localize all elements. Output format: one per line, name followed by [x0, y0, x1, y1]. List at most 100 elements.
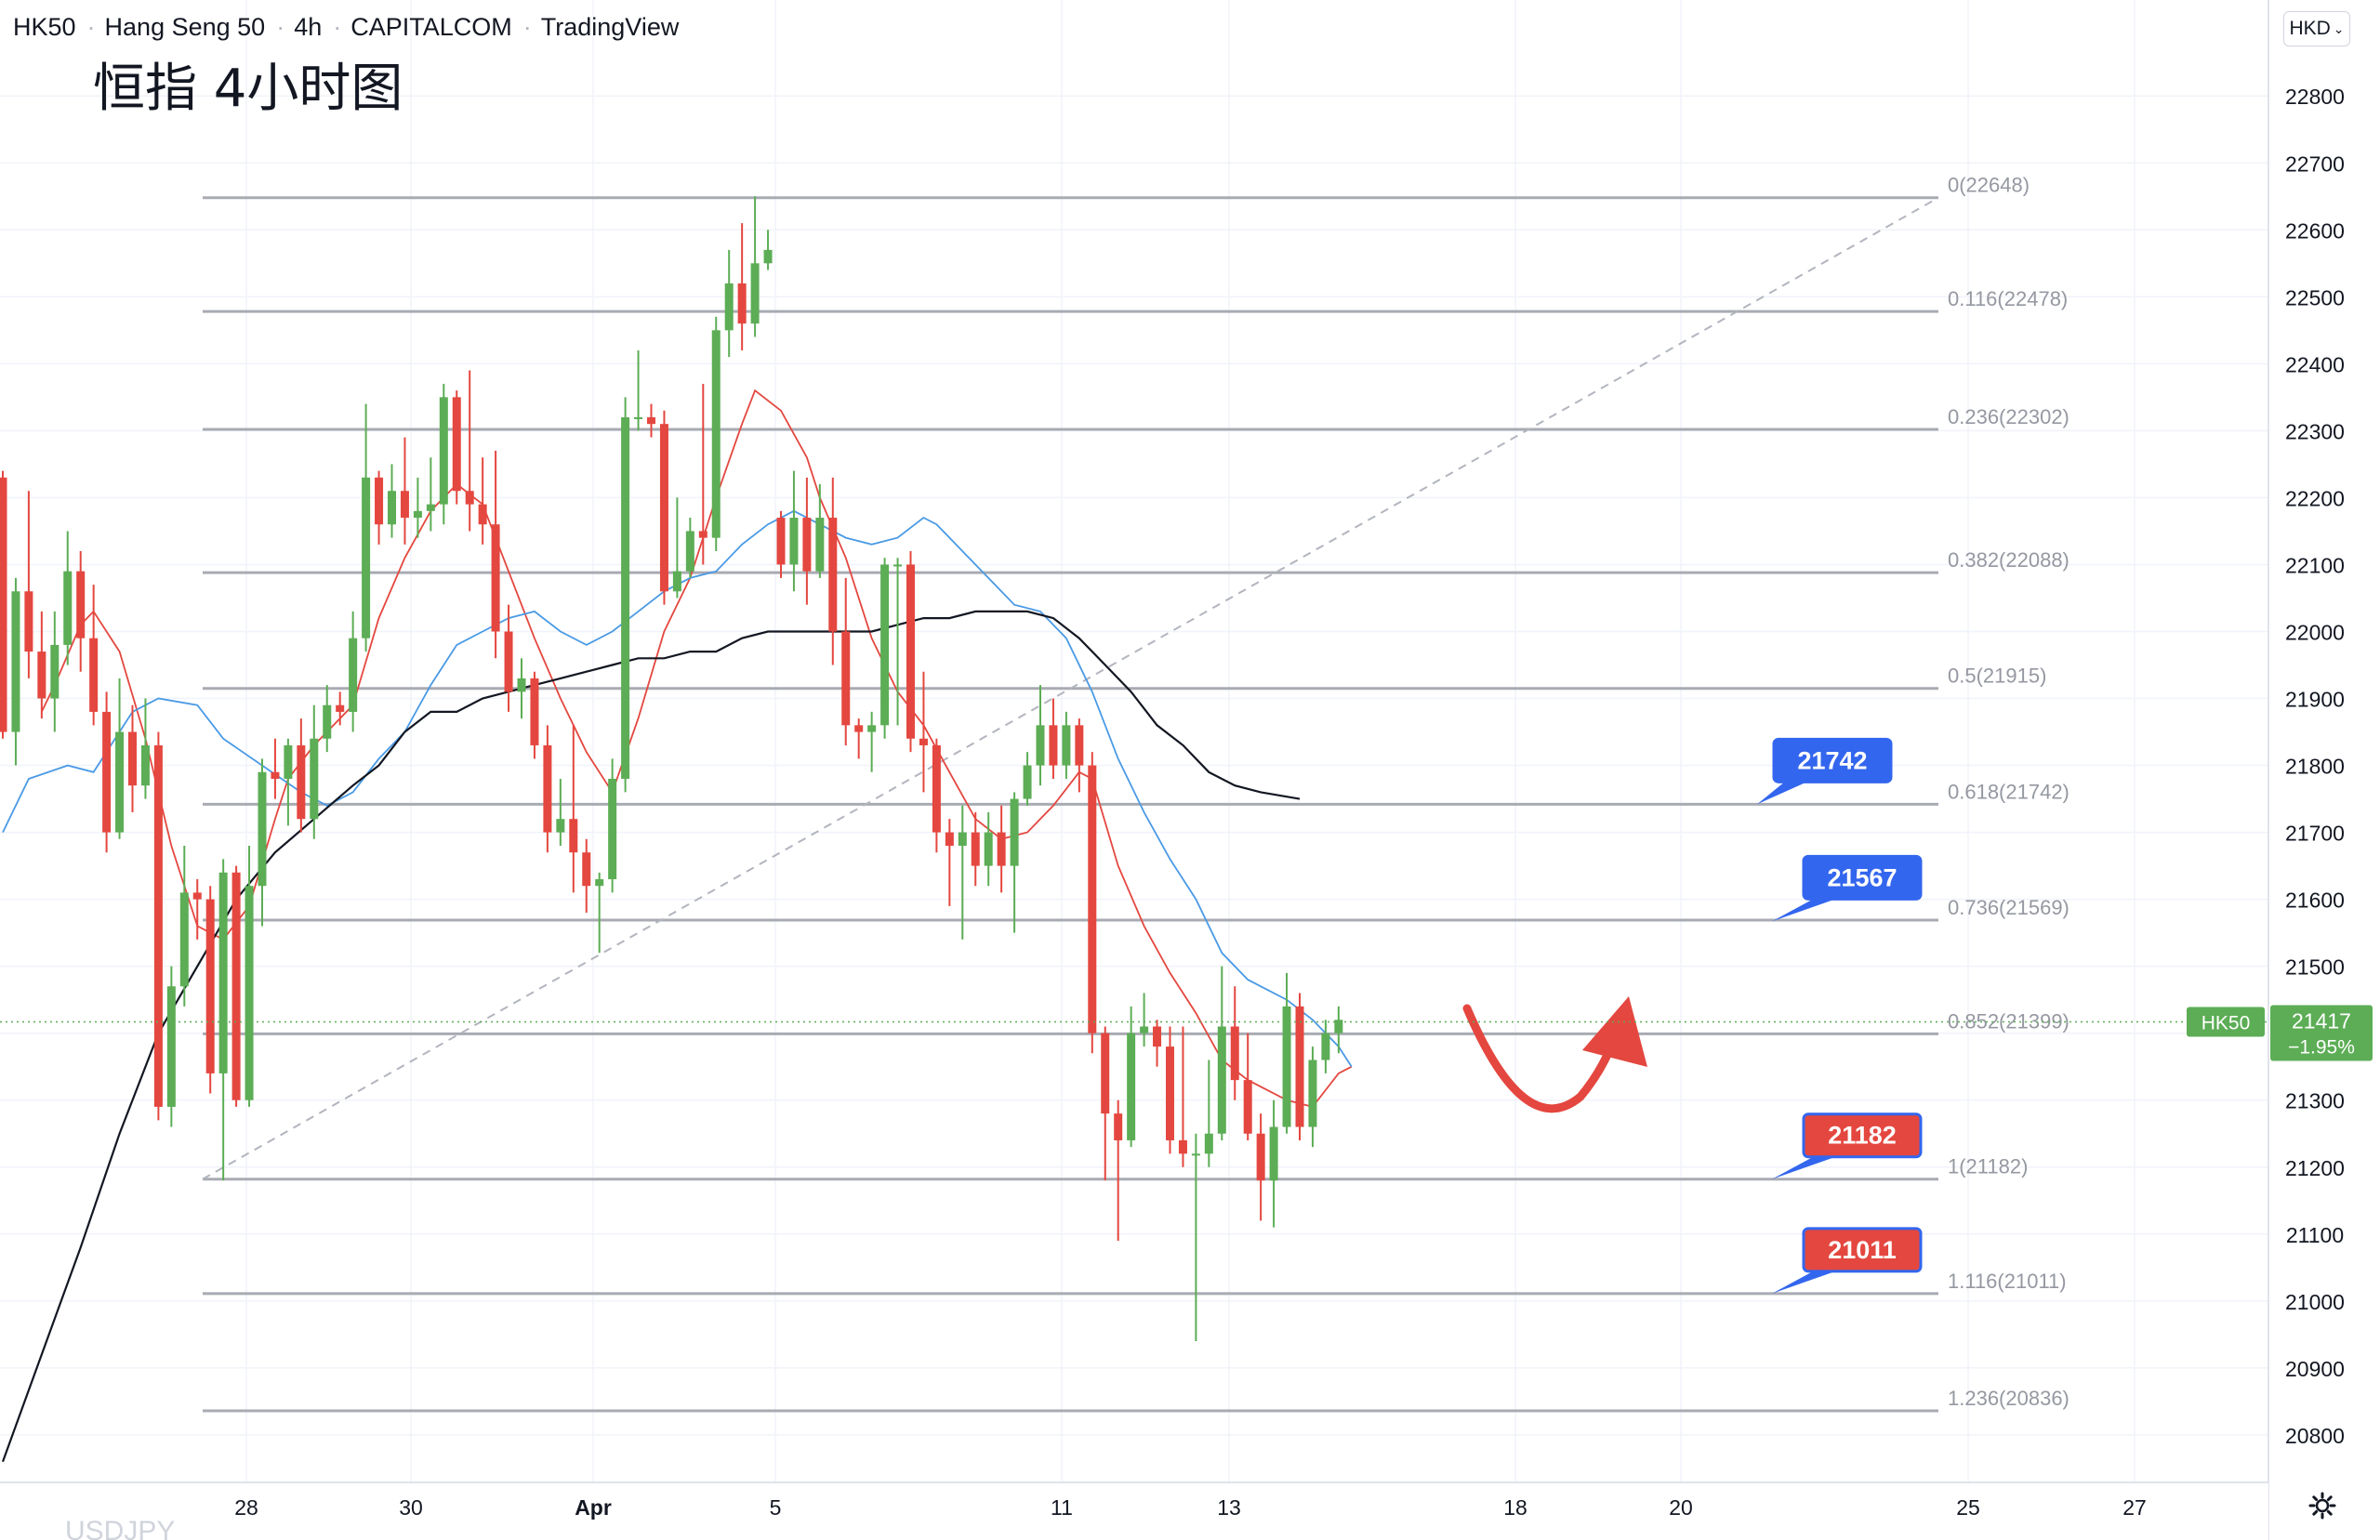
callout-21567[interactable]: 21567 — [1772, 854, 1923, 922]
candle — [893, 558, 903, 726]
fib-level-label: 0.236(22302) — [1948, 405, 2069, 428]
candle — [685, 518, 694, 578]
interval-label[interactable]: 4h — [294, 13, 323, 41]
candle-body — [945, 832, 954, 846]
candle-body — [76, 571, 86, 638]
price-axis[interactable]: 2080020900210002110021200213002140021500… — [2268, 0, 2380, 1540]
candle — [297, 718, 306, 833]
price-tick-label: 20800 — [2285, 1424, 2345, 1448]
candle-body — [50, 644, 60, 699]
candle — [556, 778, 565, 846]
callout-label: 21182 — [1828, 1122, 1897, 1150]
fibonacci-retracement[interactable]: 0(22648) 0.116(22478) 0.236(22302) 0.382(22… — [203, 174, 2069, 1413]
current-price-badge: HK50 21417 −1.95% — [0, 1005, 2373, 1061]
time-tick-label: 25 — [1956, 1495, 1980, 1520]
time-axis[interactable]: 28 30 Apr 5 11 13 18 20 25 27 USDJPY — [0, 1481, 2268, 1540]
callout-21011[interactable]: 21011 — [1772, 1227, 1923, 1294]
candle — [205, 886, 215, 1094]
candle — [698, 383, 707, 565]
candle — [582, 838, 591, 914]
candle-body — [919, 738, 928, 745]
candle — [1256, 1113, 1265, 1221]
candle-body — [815, 518, 825, 572]
candle-body — [1036, 725, 1045, 766]
price-tick-label: 21500 — [2285, 955, 2345, 980]
price-tick-label: 22800 — [2285, 85, 2345, 109]
fib-level-label: 0.736(21569) — [1948, 896, 2069, 919]
candle-body — [1256, 1133, 1265, 1181]
candle — [530, 671, 539, 759]
candle-body — [1334, 1020, 1343, 1033]
curved-arrow-icon[interactable] — [1462, 996, 1647, 1113]
candle-body — [1166, 1046, 1174, 1140]
price-badge-value: 21417 — [2292, 1008, 2351, 1033]
price-axis-background — [2268, 0, 2380, 1540]
candle-body — [530, 678, 539, 745]
chevron-down-icon: ⌄ — [2333, 20, 2345, 36]
candle-body — [776, 518, 786, 565]
candle-body — [245, 886, 254, 1100]
callout-21742[interactable]: 21742 — [1757, 737, 1893, 805]
candle-body — [323, 704, 332, 739]
time-tick-label: 20 — [1669, 1495, 1693, 1520]
candle-body — [388, 491, 396, 525]
price-tick-label: 21200 — [2285, 1156, 2345, 1180]
candle — [841, 577, 851, 745]
callout-21182[interactable]: 21182 — [1772, 1112, 1923, 1179]
candle — [672, 497, 681, 599]
candle-body — [582, 852, 591, 887]
price-tick-label: 22600 — [2285, 218, 2345, 243]
candle — [647, 403, 655, 438]
candle-body — [659, 424, 668, 592]
candle-body — [569, 819, 578, 853]
candle-body — [672, 571, 681, 592]
candle-body — [89, 638, 99, 712]
price-tick-label: 22400 — [2285, 352, 2345, 376]
candle-body — [452, 397, 461, 492]
candle — [11, 577, 20, 766]
price-tick-label: 21700 — [2285, 822, 2345, 846]
price-tick-label: 22500 — [2285, 285, 2345, 309]
candle — [659, 410, 668, 605]
candle — [543, 725, 552, 853]
candle-body — [24, 591, 33, 652]
candle-body — [906, 564, 915, 739]
candle — [1308, 1046, 1317, 1148]
candle-body — [310, 738, 319, 820]
time-tick-label: 27 — [2122, 1495, 2147, 1520]
candle-body — [737, 283, 747, 324]
currency-selector[interactable]: HKD ⌄ — [2283, 11, 2350, 46]
candle-body — [166, 986, 176, 1107]
candle — [452, 390, 461, 505]
candle — [245, 846, 254, 1107]
time-tick-label: 30 — [399, 1495, 423, 1520]
candle — [945, 819, 954, 906]
price-tick-label: 21800 — [2285, 755, 2345, 779]
candle — [1062, 711, 1071, 779]
candle — [63, 531, 73, 665]
currency-label: HKD — [2289, 18, 2331, 39]
candle-body — [1153, 1026, 1162, 1047]
trend-line[interactable] — [202, 196, 1939, 1180]
candle-body — [543, 744, 552, 833]
fib-trend-line[interactable] — [202, 196, 1939, 1180]
candle — [115, 678, 125, 839]
watermark-symbol: USDJPY — [65, 1516, 175, 1540]
candle — [1049, 698, 1058, 779]
symbol-label[interactable]: HK50 — [13, 13, 76, 41]
gear-icon[interactable] — [2304, 1487, 2341, 1524]
fib-level-label: 0.5(21915) — [1948, 665, 2046, 688]
candle — [310, 704, 319, 839]
price-callouts[interactable]: 21742 21567 21182 21011 — [1757, 737, 1923, 1294]
candle-body — [349, 638, 358, 712]
candle — [1166, 1026, 1174, 1154]
candle — [724, 249, 734, 358]
candle — [1282, 972, 1291, 1134]
candle-body — [1321, 1033, 1330, 1060]
candle-body — [789, 518, 799, 565]
candle-body — [608, 778, 617, 880]
candle — [854, 718, 864, 759]
price-tick-label: 22000 — [2285, 620, 2345, 644]
candle — [1114, 1099, 1123, 1241]
